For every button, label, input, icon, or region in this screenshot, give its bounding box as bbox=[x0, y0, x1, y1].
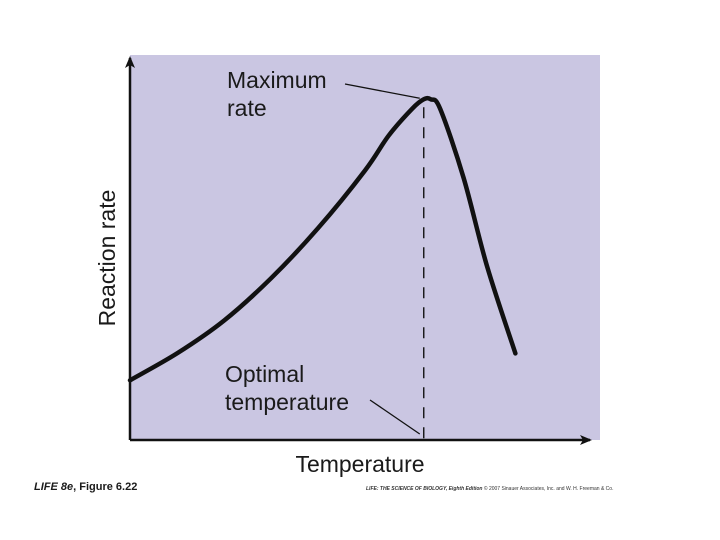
figure-caption-number: , Figure 6.22 bbox=[73, 481, 138, 493]
copyright-credit: LIFE: THE SCIENCE OF BIOLOGY, Eighth Edi… bbox=[366, 486, 613, 492]
figure-caption: LIFE 8e, Figure 6.22 bbox=[34, 481, 137, 493]
x-axis-label: Temperature bbox=[295, 451, 424, 477]
credit-publisher: © 2007 Sinauer Associates, Inc. and W. H… bbox=[482, 486, 614, 492]
maximum-rate-label-line2: rate bbox=[227, 95, 267, 121]
maximum-rate-label-line1: Maximum bbox=[227, 67, 327, 93]
credit-book-title: LIFE: THE SCIENCE OF BIOLOGY, Eighth Edi… bbox=[366, 486, 483, 492]
optimal-temperature-leader-line bbox=[369, 399, 421, 435]
figure-caption-book: LIFE 8e bbox=[34, 481, 74, 493]
optimal-temperature-label-line1: Optimal bbox=[225, 361, 304, 387]
maximum-rate-leader-line bbox=[344, 83, 420, 99]
y-axis-label: Reaction rate bbox=[94, 190, 120, 327]
rate-curve-series bbox=[127, 95, 518, 383]
optimal-temperature-label-line2: temperature bbox=[225, 389, 349, 415]
plot-background bbox=[130, 55, 600, 440]
